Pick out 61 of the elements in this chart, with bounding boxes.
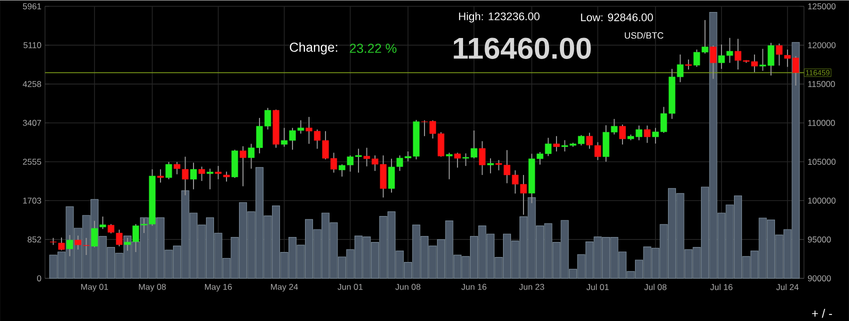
x-tick-label: May 24 bbox=[271, 284, 298, 292]
candlestick bbox=[108, 223, 114, 234]
y2-tick-label: 4258 bbox=[22, 80, 42, 87]
x-tick-label: Jun 08 bbox=[395, 284, 420, 290]
candlestick bbox=[240, 146, 246, 187]
y2-tick-label: 5961 bbox=[22, 3, 42, 10]
x-tick-label: Jul 01 bbox=[586, 284, 609, 290]
y-tick-label: 125000 bbox=[808, 3, 836, 10]
y-tick-label: 110000 bbox=[808, 120, 835, 126]
candlestick bbox=[58, 236, 65, 251]
candlestick bbox=[487, 158, 494, 174]
x-tick-label: Jun 01 bbox=[338, 284, 363, 290]
x-tick-label: Jul 16 bbox=[710, 284, 732, 290]
y-tick-label: 115000 bbox=[808, 80, 835, 87]
annotation: Low: 92846.00 bbox=[581, 13, 653, 22]
candlestick bbox=[116, 229, 123, 247]
y2-tick-label: 1703 bbox=[23, 197, 42, 204]
y2-tick-label: 2555 bbox=[22, 158, 42, 165]
candlestick bbox=[710, 44, 717, 80]
candlestick bbox=[776, 42, 783, 66]
candlestick bbox=[446, 152, 453, 180]
text: USD/BTC bbox=[624, 32, 664, 38]
candlestick bbox=[157, 168, 164, 183]
candlestick bbox=[685, 58, 692, 70]
y-tick-label: 95000 bbox=[808, 236, 831, 242]
x-tick-label: May 08 bbox=[139, 284, 166, 292]
text: + / - bbox=[812, 308, 832, 318]
x-tick-label: May 16 bbox=[205, 284, 232, 292]
y2-tick-label: 0 bbox=[37, 275, 42, 282]
candlestick bbox=[198, 166, 206, 182]
x-tick-label: Jun 16 bbox=[461, 284, 486, 290]
y-tick-label: 90000 bbox=[808, 275, 831, 282]
candlestick bbox=[165, 161, 172, 180]
candlestick bbox=[190, 162, 197, 190]
candlestick bbox=[99, 216, 106, 230]
annotation: 23.22 % bbox=[350, 44, 396, 53]
x-tick-label: Jun 23 bbox=[519, 284, 544, 290]
candlestick bbox=[223, 170, 230, 182]
text: 116460.00 bbox=[454, 38, 591, 59]
candlestick bbox=[66, 234, 74, 257]
candlestick bbox=[214, 165, 222, 180]
candlestick bbox=[82, 237, 90, 256]
annotation: High: 123236.00 bbox=[459, 12, 540, 22]
candlestick bbox=[74, 234, 82, 250]
y2-tick-label: 852 bbox=[28, 236, 42, 242]
candlestick bbox=[478, 140, 486, 176]
y-tick-label: 100000 bbox=[808, 197, 836, 204]
candlestick bbox=[174, 161, 180, 175]
x-tick-label: Jul 24 bbox=[776, 284, 799, 290]
candlestick bbox=[553, 135, 560, 152]
annotation: Change: bbox=[290, 42, 338, 54]
candlestick bbox=[619, 124, 626, 145]
y-tick-label: 105000 bbox=[808, 158, 836, 165]
candlestick bbox=[454, 152, 461, 168]
y-tick-label: 120000 bbox=[808, 42, 836, 48]
candlestick bbox=[644, 124, 651, 144]
y2-tick-label: 3407 bbox=[22, 120, 42, 126]
x-tick-label: May 01 bbox=[81, 284, 108, 292]
y2-tick-label: 5110 bbox=[24, 42, 42, 48]
x-tick-label: Jul 08 bbox=[644, 284, 666, 290]
candlestick bbox=[206, 168, 214, 190]
